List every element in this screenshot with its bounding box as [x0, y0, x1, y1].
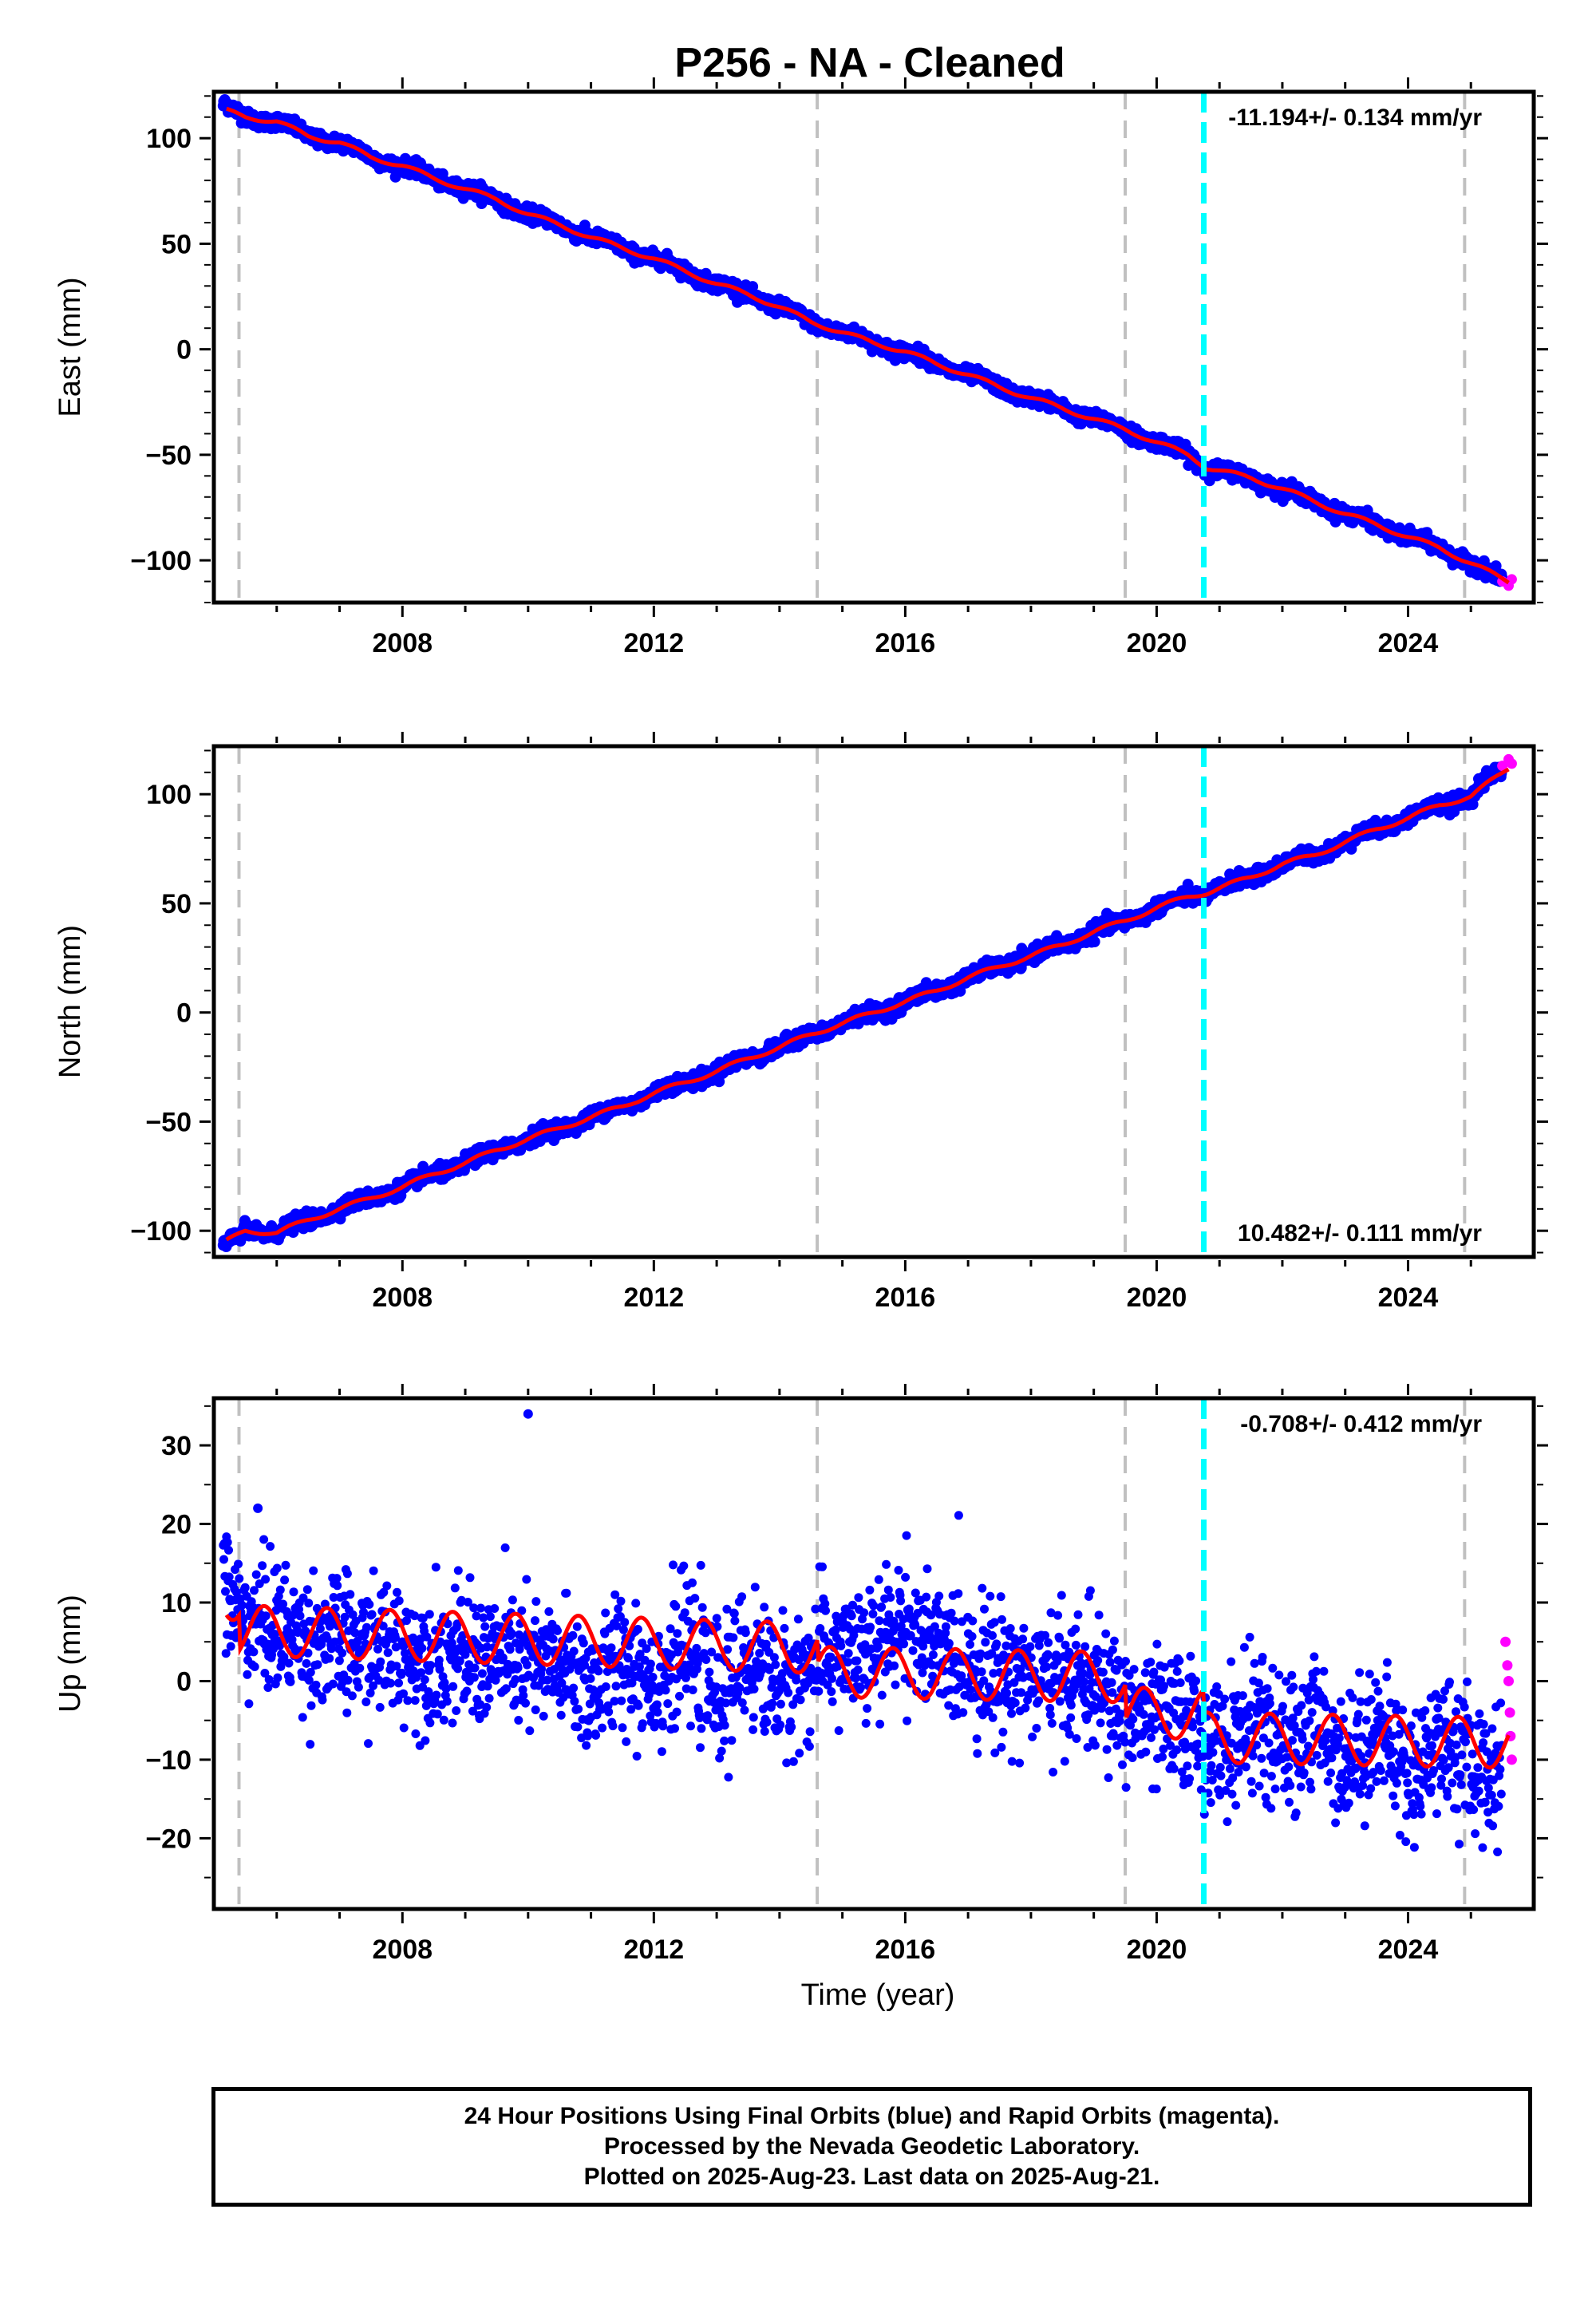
x-tick-label: 2012: [624, 628, 685, 658]
rapid-point: [1506, 574, 1517, 585]
axes-frame: [211, 89, 1536, 605]
chart-title: P256 - NA - Cleaned: [674, 40, 1065, 86]
x-tick-label: 2024: [1378, 628, 1439, 658]
rate-label: -11.194+/- 0.134 mm/yr: [1228, 105, 1482, 131]
data-point: [1088, 936, 1100, 947]
y-tick-label: 100: [146, 124, 192, 154]
plot-area: [217, 746, 1517, 1257]
y-tick-label: −50: [145, 441, 192, 471]
y-tick-label: 0: [176, 335, 192, 366]
data-point: [747, 281, 759, 293]
x-tick-label: 2008: [372, 628, 433, 658]
plot-area: [217, 92, 1517, 603]
x-tick-label: 2020: [1127, 628, 1187, 658]
east-panel: 2008 2012 2016 2020 2024 100 50 0 −50 −100 East (m…: [53, 77, 1548, 658]
y-axis-label: East (mm): [53, 277, 87, 417]
final-orbit-points: [217, 761, 1507, 1252]
model-line: [226, 106, 1510, 585]
y-tick-label: 50: [161, 229, 192, 259]
x-tick-label: 2016: [875, 628, 936, 658]
y-tick-label: −100: [130, 546, 192, 576]
